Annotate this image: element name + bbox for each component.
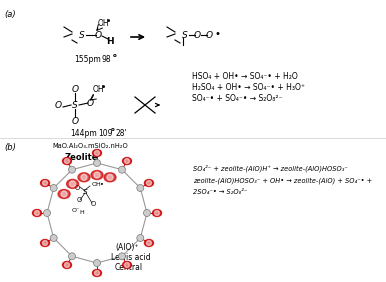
Text: MaO.Al₂O₃.mSiO₂.nH₂O: MaO.Al₂O₃.mSiO₂.nH₂O bbox=[52, 143, 128, 149]
Circle shape bbox=[44, 210, 51, 217]
Text: •: • bbox=[101, 83, 107, 92]
Text: O: O bbox=[193, 30, 201, 39]
Ellipse shape bbox=[93, 270, 102, 276]
Ellipse shape bbox=[152, 210, 161, 217]
Ellipse shape bbox=[63, 158, 71, 164]
Text: H: H bbox=[106, 36, 114, 45]
Text: O⁻: O⁻ bbox=[72, 208, 80, 213]
Text: OH: OH bbox=[93, 85, 105, 94]
Text: O: O bbox=[95, 30, 102, 39]
Circle shape bbox=[93, 160, 100, 166]
Circle shape bbox=[146, 241, 151, 246]
Circle shape bbox=[61, 191, 67, 197]
Text: O: O bbox=[86, 98, 93, 107]
Text: (a): (a) bbox=[4, 10, 15, 19]
Text: •: • bbox=[106, 17, 112, 27]
Text: •: • bbox=[100, 182, 104, 188]
Text: (b): (b) bbox=[4, 143, 16, 152]
Circle shape bbox=[42, 180, 47, 186]
Circle shape bbox=[125, 158, 129, 164]
Text: O: O bbox=[90, 201, 96, 207]
Circle shape bbox=[68, 166, 76, 173]
Text: O: O bbox=[71, 85, 79, 94]
Circle shape bbox=[64, 263, 69, 267]
Circle shape bbox=[95, 270, 100, 276]
Circle shape bbox=[34, 210, 39, 215]
Text: 2SO₄⁻• → S₂O₈²⁻: 2SO₄⁻• → S₂O₈²⁻ bbox=[193, 189, 247, 195]
Text: zeolite-(AlO)HOSO₃⁻ + OH• → zeolite-(AlO) + SO₄⁻• +: zeolite-(AlO)HOSO₃⁻ + OH• → zeolite-(AlO… bbox=[193, 177, 372, 184]
Text: O: O bbox=[76, 197, 81, 203]
Text: SO₄²⁻ + zeolite-(AlO)H⁺ → zeolite-(AlO)HOSO₃⁻: SO₄²⁻ + zeolite-(AlO)H⁺ → zeolite-(AlO)H… bbox=[193, 165, 348, 173]
Circle shape bbox=[68, 253, 76, 260]
Text: S: S bbox=[72, 100, 78, 109]
Text: S: S bbox=[79, 30, 85, 39]
Text: 109: 109 bbox=[98, 129, 112, 138]
Circle shape bbox=[144, 210, 151, 217]
Text: O: O bbox=[54, 102, 61, 111]
Text: 155pm: 155pm bbox=[74, 55, 101, 64]
Ellipse shape bbox=[122, 261, 132, 268]
Ellipse shape bbox=[104, 173, 116, 182]
Circle shape bbox=[95, 151, 100, 155]
Text: O: O bbox=[74, 185, 80, 191]
Circle shape bbox=[137, 235, 144, 241]
Circle shape bbox=[107, 174, 113, 180]
Text: Lewis acid: Lewis acid bbox=[111, 253, 151, 262]
Ellipse shape bbox=[58, 190, 70, 199]
Text: (AlO)⁺: (AlO)⁺ bbox=[115, 243, 139, 252]
Text: O: O bbox=[71, 116, 79, 125]
Circle shape bbox=[50, 184, 57, 191]
Ellipse shape bbox=[63, 261, 71, 268]
Text: OH: OH bbox=[92, 182, 102, 188]
Ellipse shape bbox=[144, 239, 154, 246]
Text: 98: 98 bbox=[102, 55, 112, 64]
Text: Central: Central bbox=[115, 263, 143, 272]
Circle shape bbox=[94, 172, 100, 178]
Text: OH: OH bbox=[98, 19, 110, 28]
Text: O: O bbox=[205, 30, 213, 39]
Text: H: H bbox=[80, 210, 85, 215]
Circle shape bbox=[50, 235, 57, 241]
Text: S: S bbox=[182, 30, 188, 39]
Circle shape bbox=[119, 253, 125, 260]
Text: HSO₄ + OH• → SO₄⁻• + H₂O: HSO₄ + OH• → SO₄⁻• + H₂O bbox=[192, 72, 298, 81]
Circle shape bbox=[119, 166, 125, 173]
Circle shape bbox=[154, 210, 159, 215]
Circle shape bbox=[125, 263, 129, 267]
Text: Zeolite: Zeolite bbox=[65, 153, 98, 162]
Circle shape bbox=[81, 174, 87, 180]
Circle shape bbox=[93, 259, 100, 266]
Circle shape bbox=[64, 158, 69, 164]
Ellipse shape bbox=[93, 149, 102, 157]
Ellipse shape bbox=[144, 180, 154, 186]
Circle shape bbox=[42, 241, 47, 246]
Text: 144pm: 144pm bbox=[70, 129, 97, 138]
Ellipse shape bbox=[32, 210, 42, 217]
Circle shape bbox=[137, 184, 144, 191]
Circle shape bbox=[146, 180, 151, 186]
Circle shape bbox=[69, 181, 76, 187]
Ellipse shape bbox=[91, 171, 103, 180]
Text: 28': 28' bbox=[115, 129, 127, 138]
Text: SO₄⁻• + SO₄⁻• → S₂O₈²⁻: SO₄⁻• + SO₄⁻• → S₂O₈²⁻ bbox=[192, 94, 283, 103]
Text: •: • bbox=[214, 29, 220, 39]
Text: o: o bbox=[111, 127, 115, 132]
Ellipse shape bbox=[66, 179, 79, 188]
Ellipse shape bbox=[122, 158, 132, 164]
Text: S: S bbox=[83, 189, 87, 195]
Ellipse shape bbox=[78, 173, 90, 182]
Text: o: o bbox=[113, 53, 117, 58]
Ellipse shape bbox=[41, 239, 49, 246]
Text: H₂SO₄ + OH• → SO₄⁻• + H₃O⁺: H₂SO₄ + OH• → SO₄⁻• + H₃O⁺ bbox=[192, 83, 305, 92]
Ellipse shape bbox=[41, 180, 49, 186]
